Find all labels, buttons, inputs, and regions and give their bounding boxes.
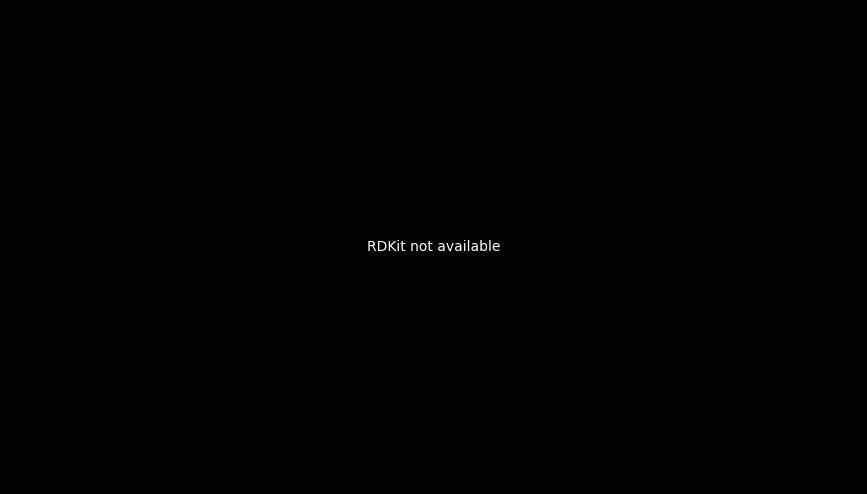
Text: RDKit not available: RDKit not available: [367, 240, 500, 254]
